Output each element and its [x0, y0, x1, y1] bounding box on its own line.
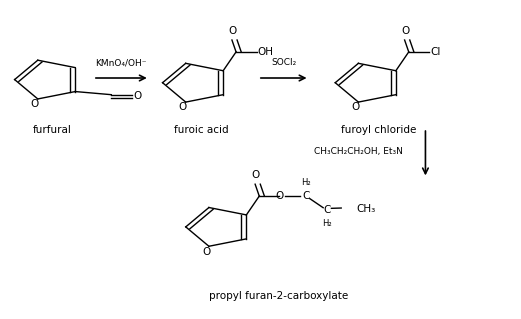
Text: KMnO₄/OH⁻: KMnO₄/OH⁻: [95, 58, 147, 67]
Text: O: O: [252, 170, 260, 181]
Text: O: O: [276, 191, 284, 201]
Text: C: C: [302, 191, 309, 201]
Text: O: O: [351, 102, 359, 113]
Text: OH: OH: [258, 47, 274, 57]
Text: furoyl chloride: furoyl chloride: [341, 125, 417, 135]
Text: furoic acid: furoic acid: [174, 125, 229, 135]
Text: Cl: Cl: [430, 47, 441, 57]
Text: CH₃CH₂CH₂OH, Et₃N: CH₃CH₂CH₂OH, Et₃N: [314, 147, 403, 156]
Text: O: O: [401, 26, 410, 36]
Text: SOCl₂: SOCl₂: [271, 58, 296, 67]
Text: C: C: [324, 205, 331, 215]
Text: O: O: [133, 91, 142, 101]
Text: CH₃: CH₃: [357, 204, 376, 214]
Text: O: O: [31, 99, 39, 109]
Text: propyl furan-2-carboxylate: propyl furan-2-carboxylate: [209, 291, 348, 301]
Text: furfural: furfural: [32, 125, 71, 135]
Text: O: O: [202, 247, 210, 256]
Text: O: O: [179, 102, 187, 113]
Text: H₂: H₂: [301, 178, 311, 187]
Text: O: O: [228, 26, 237, 36]
Text: H₂: H₂: [322, 219, 332, 228]
